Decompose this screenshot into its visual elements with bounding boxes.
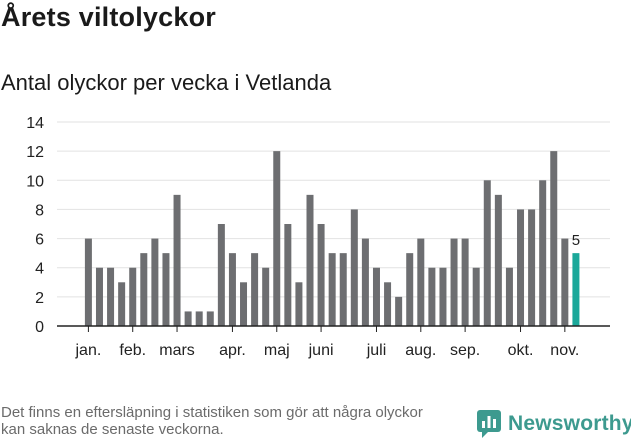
bar — [317, 224, 325, 326]
bar — [517, 209, 525, 326]
bar — [417, 238, 425, 326]
highlight-value-label: 5 — [572, 232, 580, 249]
bar — [84, 238, 92, 326]
y-axis-ticks: 0 2 4 6 8 10 12 14 — [26, 115, 44, 336]
bar — [461, 238, 469, 326]
chart-title: Årets viltolyckor — [1, 2, 216, 32]
chart-subtitle: Antal olyckor per vecka i Vetlanda — [1, 70, 332, 95]
bar — [262, 267, 270, 326]
x-tick-label: okt. — [508, 342, 534, 359]
x-tick-label: jan. — [75, 342, 102, 359]
brand-name: Newsworthy — [508, 412, 631, 435]
bar — [195, 311, 203, 326]
bar — [339, 253, 347, 326]
bar — [306, 194, 314, 326]
bar — [372, 267, 380, 326]
x-tick-label: juli — [366, 342, 387, 359]
y-tick-label: 4 — [35, 261, 44, 278]
bar — [240, 282, 248, 326]
bar — [395, 296, 403, 326]
bar — [129, 267, 137, 326]
x-tick-label: juni — [308, 342, 334, 359]
bar — [140, 253, 148, 326]
bar — [118, 282, 126, 326]
bar — [295, 282, 303, 326]
bar — [151, 238, 159, 326]
x-tick-label: mars — [159, 342, 195, 359]
bar — [95, 267, 103, 326]
bar — [550, 151, 558, 326]
x-tick-label: maj — [264, 342, 290, 359]
bar — [450, 238, 458, 326]
bar — [328, 253, 336, 326]
bar — [505, 267, 513, 326]
bar — [228, 253, 236, 326]
bar — [384, 282, 392, 326]
y-tick-label: 10 — [26, 173, 44, 190]
y-tick-label: 14 — [26, 115, 44, 132]
x-tick-label: nov. — [550, 342, 579, 359]
x-tick-label: feb. — [119, 342, 146, 359]
bar — [173, 194, 181, 326]
bar — [273, 151, 281, 326]
newsworthy-logo[interactable]: Newsworthy — [476, 408, 631, 440]
bar — [439, 267, 447, 326]
bar — [284, 224, 292, 326]
x-tick-label: apr. — [219, 342, 246, 359]
x-axis-ticks: jan. feb. mars apr. maj juni juli aug. sep. okt. n… — [75, 326, 579, 359]
y-tick-label: 0 — [35, 319, 44, 336]
y-tick-label: 6 — [35, 232, 44, 249]
bar — [472, 267, 480, 326]
bar — [528, 209, 536, 326]
bar — [494, 194, 502, 326]
y-tick-label: 12 — [26, 144, 44, 161]
bar — [206, 311, 214, 326]
bar — [539, 180, 547, 326]
bar — [107, 267, 115, 326]
bar — [251, 253, 259, 326]
bar — [406, 253, 414, 326]
bar-chart: 0 2 4 6 8 10 12 14 jan. feb. mars apr. maj juni juli a… — [26, 115, 610, 359]
x-tick-label: aug. — [405, 342, 436, 359]
footnote: Det finns en eftersläpning i statistiken… — [1, 404, 423, 438]
bar — [350, 209, 358, 326]
bar — [428, 267, 436, 326]
bar — [162, 253, 170, 326]
bar-highlighted — [572, 253, 580, 326]
bar — [217, 224, 225, 326]
x-tick-label: sep. — [450, 342, 480, 359]
bar — [361, 238, 369, 326]
bar — [184, 311, 192, 326]
bar — [561, 238, 569, 326]
bars — [84, 151, 580, 326]
y-tick-label: 2 — [35, 290, 44, 307]
y-tick-label: 8 — [35, 202, 44, 219]
chart-bars-icon — [477, 410, 501, 438]
bar — [483, 180, 491, 326]
